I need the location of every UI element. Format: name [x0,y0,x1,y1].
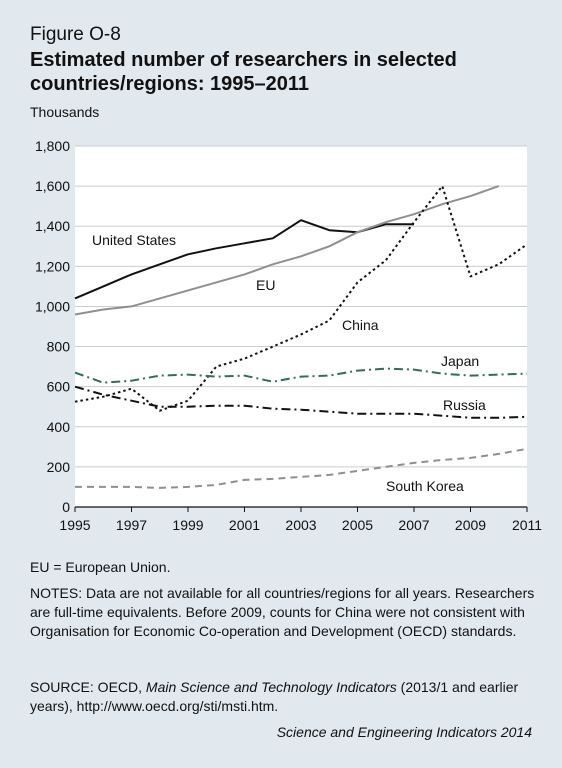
notes-text: NOTES: Data are not available for all co… [30,585,535,639]
series-label-south-korea: South Korea [386,478,464,494]
x-tick-label: 1997 [116,517,147,533]
x-tick-label: 1999 [172,517,203,533]
source-text: SOURCE: OECD, Main Science and Technolog… [30,678,535,716]
series-line-china [74,185,528,412]
chart-title: Estimated number of researchers in selec… [30,49,457,95]
y-units-label: Thousands [30,104,100,120]
series-label-russia: Russia [443,397,486,413]
series-label-china: China [342,317,379,333]
series-label-japan: Japan [441,353,479,369]
line-chart: 0 200 400 600 800 1,000 1,200 1,400 1,600 1,800 19… [35,138,542,533]
x-tick-label: 1995 [59,517,90,533]
series-line-russia [74,385,528,419]
y-tick-label: 1,400 [35,218,70,234]
y-tick-label: 400 [47,419,71,435]
eu-footnote: EU = European Union. [30,559,171,575]
figure-label: Figure O-8 [30,24,121,45]
credit-line: Science and Engineering Indicators 2014 [276,724,532,740]
y-tick-label: 1,600 [35,178,70,194]
series-label-united-states: United States [92,232,176,248]
y-tick-label: 1,000 [35,298,70,314]
y-tick-label: 800 [47,339,71,355]
x-tick-label: 2011 [512,517,542,533]
series-line-south-korea [75,447,528,489]
series-line-eu [74,185,500,316]
y-tick-label: 200 [47,459,71,475]
x-tick-label: 2003 [285,517,316,533]
y-tick-label: 0 [62,499,70,515]
source-prefix: SOURCE: OECD, [30,679,146,695]
series-label-eu: EU [256,277,275,293]
y-tick-label: 1,800 [35,138,70,154]
series-line-japan [74,367,528,384]
y-tick-label: 600 [47,379,71,395]
source-publication: Main Science and Technology Indicators [145,679,397,695]
y-tick-label: 1,200 [35,258,70,274]
x-tick-label: 2001 [229,517,260,533]
plot-area [75,146,527,507]
x-tick-label: 2005 [342,517,373,533]
x-tick-label: 2007 [398,517,429,533]
source-suffix: (2013/1 and earlier years), http://www.o… [30,679,519,714]
x-tick-label: 2009 [455,517,486,533]
